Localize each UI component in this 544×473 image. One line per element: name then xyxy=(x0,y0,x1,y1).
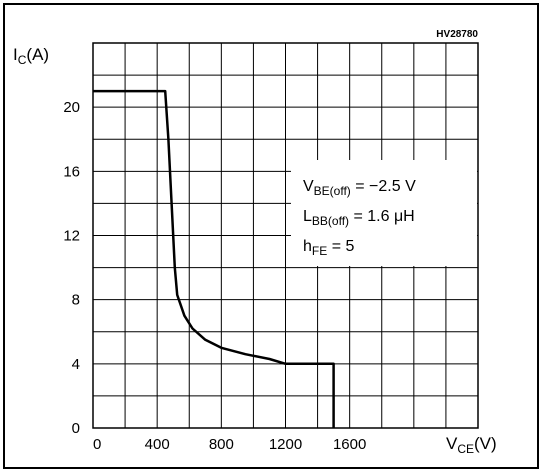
x-tick-label: 0 xyxy=(93,436,101,453)
y-tick-label: 8 xyxy=(72,292,80,309)
y-tick-label: 0 xyxy=(72,420,80,437)
y-tick-labels: 0 4 8 12 16 20 xyxy=(63,99,80,437)
x-tick-label: 400 xyxy=(145,436,170,453)
x-tick-label: 1200 xyxy=(269,436,302,453)
y-tick-label: 4 xyxy=(72,356,80,373)
y-tick-label: 16 xyxy=(63,163,80,180)
y-tick-label: 20 xyxy=(63,99,80,116)
x-tick-label: 800 xyxy=(209,436,234,453)
y-axis-label: IC(A) xyxy=(13,45,49,67)
x-tick-labels: 0 400 800 1200 1600 xyxy=(93,436,366,453)
figure-code: HV28780 xyxy=(436,29,478,40)
x-tick-label: 1600 xyxy=(333,436,366,453)
y-tick-label: 12 xyxy=(63,228,80,245)
x-axis-label: VCE(V) xyxy=(446,434,497,456)
